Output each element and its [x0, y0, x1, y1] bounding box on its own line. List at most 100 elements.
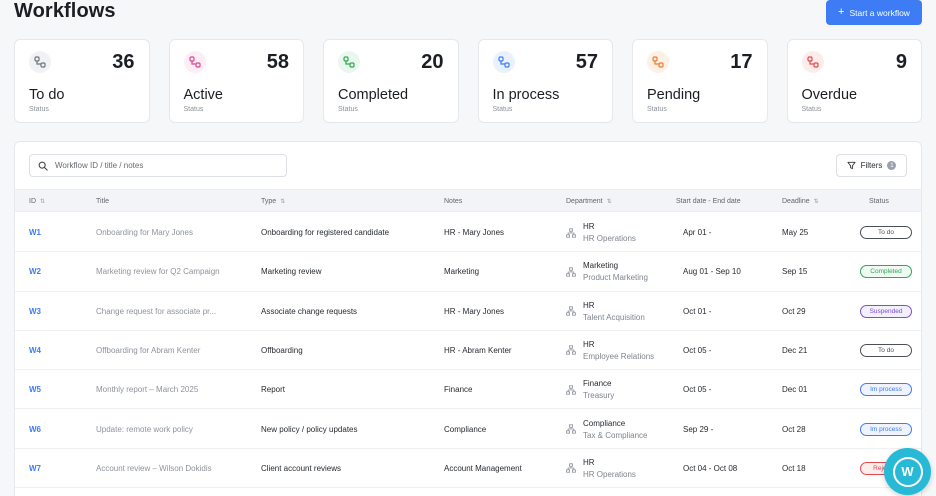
- workflow-notes: HR - Mary Jones: [444, 228, 505, 237]
- sort-icon: ⇅: [606, 199, 612, 205]
- table-row[interactable]: W1 Onboarding for Mary Jones Onboarding fo…: [15, 213, 921, 253]
- department-subunit: Employee Relations: [583, 351, 655, 361]
- org-chart-icon: [566, 306, 576, 316]
- workflow-department: Compliance Tax & Compliance: [566, 410, 647, 449]
- workflow-title: Onboarding for Mary Jones: [96, 228, 193, 237]
- search-icon: [38, 161, 48, 171]
- workflow-notes: Marketing: [444, 267, 480, 277]
- stat-card[interactable]: 36 To do Status: [14, 39, 150, 123]
- page-title: Workflows: [14, 0, 116, 22]
- sort-icon: ⇅: [813, 199, 819, 205]
- column-notes-label: Notes: [444, 198, 463, 205]
- assistant-button[interactable]: W: [884, 448, 931, 495]
- stat-count: 58: [266, 51, 289, 73]
- stat-sublabel: Status: [492, 106, 513, 113]
- status-badge[interactable]: To do: [860, 343, 912, 357]
- workflow-id-link[interactable]: W5: [29, 385, 41, 395]
- stat-count: 9: [895, 51, 907, 73]
- stat-card[interactable]: 57 In process Status: [477, 39, 613, 123]
- org-chart-icon: [566, 227, 576, 238]
- workflow-dates: Oct 04 - Oct 08: [683, 463, 738, 473]
- column-title-label: Title: [96, 198, 109, 205]
- status-badge[interactable]: Im process: [860, 422, 912, 436]
- org-chart-icon: [566, 345, 576, 355]
- column-deadline[interactable]: Deadline ⇅: [782, 190, 819, 213]
- column-status: Status: [869, 190, 889, 213]
- column-type[interactable]: Type ⇅: [261, 190, 285, 213]
- workflow-id-link[interactable]: W3: [29, 306, 41, 316]
- department-subunit: Talent Acquisition: [583, 312, 645, 322]
- department-subunit: HR Operations: [583, 234, 636, 243]
- column-id[interactable]: ID ⇅: [29, 190, 45, 213]
- stat-label: Pending: [647, 87, 701, 103]
- workflow-title: Update: remote work policy: [96, 424, 193, 434]
- status-summary: 36 To do Status 58 Active Status 20 Completed St…: [14, 39, 922, 123]
- workflow-department: HR Talent Acquisition: [566, 292, 645, 331]
- table-row[interactable]: W5 Monthly report – March 2025 Report Finan…: [15, 370, 921, 410]
- workflow-dates: Aug 01 - Sep 10: [683, 267, 741, 277]
- sort-icon: ⇅: [40, 199, 45, 205]
- table-row[interactable]: W3 Change request for associate pr... Asso…: [15, 292, 921, 331]
- org-chart-icon: [566, 385, 576, 395]
- department-subunit: Product Marketing: [583, 273, 648, 283]
- column-status-label: Status: [869, 198, 889, 205]
- stat-card[interactable]: 20 Completed Status: [323, 39, 459, 123]
- plus-icon: +: [838, 6, 845, 18]
- start-workflow-button[interactable]: + Start a workflow: [826, 0, 922, 25]
- status-badge[interactable]: Suspended: [860, 304, 912, 318]
- department-name: Marketing: [583, 261, 619, 271]
- department-name: HR: [583, 300, 595, 310]
- workflow-notes: HR - Abram Kenter: [444, 345, 512, 355]
- table-row[interactable]: W6 Update: remote work policy New policy /…: [15, 410, 921, 449]
- workflow-title: Offboarding for Abram Kenter: [96, 345, 201, 355]
- workflow-icon: [801, 51, 824, 73]
- workflow-department: HR HR Operations: [566, 213, 636, 252]
- workflows-panel: Filters 1 ID⇅ Title Type⇅ Notes Departme…: [14, 141, 922, 496]
- workflow-type: Associate change requests: [261, 306, 358, 316]
- workflow-department: Marketing Product Marketing: [566, 252, 648, 291]
- column-type-label: Type: [261, 198, 277, 205]
- search-input[interactable]: [55, 161, 275, 170]
- table-row[interactable]: W2 Marketing review for Q2 Campaign Market…: [15, 252, 921, 292]
- stat-card[interactable]: 17 Pending Status: [632, 39, 768, 123]
- workflow-id-link[interactable]: W7: [29, 463, 41, 473]
- department-name: HR: [583, 457, 595, 467]
- column-dates: Start date - End date: [676, 190, 741, 213]
- sort-icon: ⇅: [280, 199, 285, 205]
- org-chart-icon: [566, 267, 576, 277]
- status-badge[interactable]: To do: [860, 226, 912, 239]
- status-badge[interactable]: Completed: [860, 265, 912, 279]
- workflow-deadline: Dec 21: [782, 345, 808, 355]
- stat-card[interactable]: 58 Active Status: [168, 39, 304, 123]
- assistant-icon: W: [892, 456, 923, 487]
- stat-card[interactable]: 9 Overdue Status: [786, 39, 922, 123]
- workflow-id-link[interactable]: W2: [29, 267, 41, 277]
- stat-label: Active: [183, 87, 224, 103]
- table-row[interactable]: W7 Account review – Wilson Dokidis Client …: [15, 449, 921, 489]
- department-name: HR: [583, 222, 595, 231]
- filters-button[interactable]: Filters 1: [836, 154, 907, 177]
- workflow-id-link[interactable]: W1: [29, 228, 41, 237]
- workflow-id-link[interactable]: W6: [29, 424, 41, 434]
- column-department-label: Department: [566, 198, 603, 205]
- workflow-dates: Sep 29 -: [683, 424, 714, 434]
- stat-sublabel: Status: [183, 106, 204, 113]
- table-row[interactable]: W4 Offboarding for Abram Kenter Offboardin…: [15, 331, 921, 371]
- stat-label: In process: [492, 87, 560, 103]
- search-box[interactable]: [29, 154, 287, 177]
- start-workflow-label: Start a workflow: [849, 7, 910, 18]
- workflow-id-link[interactable]: W4: [29, 345, 41, 355]
- column-department[interactable]: Department ⇅: [566, 190, 612, 213]
- filter-count-badge: 1: [887, 161, 897, 170]
- stat-count: 20: [421, 51, 444, 73]
- column-id-label: ID: [29, 198, 36, 205]
- status-badge[interactable]: Im process: [860, 383, 912, 397]
- stat-label: Overdue: [801, 87, 858, 103]
- workflow-notes: Finance: [444, 385, 473, 395]
- workflow-type: Marketing review: [261, 267, 322, 277]
- workflow-type: Onboarding for registered candidate: [261, 228, 390, 237]
- filters-label: Filters: [860, 161, 883, 170]
- workflow-department: HR HR Operations: [566, 449, 636, 488]
- department-name: Finance: [583, 379, 612, 389]
- table-header: ID ⇅ Title Type ⇅ Notes Department ⇅ Start …: [15, 189, 921, 213]
